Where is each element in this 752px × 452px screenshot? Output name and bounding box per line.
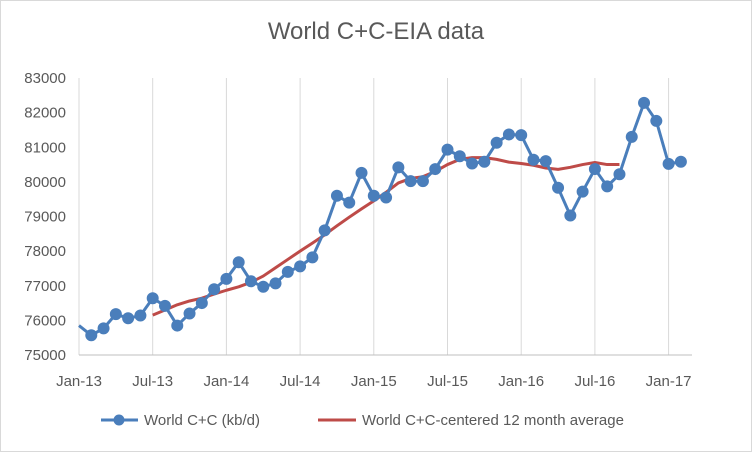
data-point	[257, 280, 270, 293]
data-point	[232, 256, 245, 269]
data-point	[294, 260, 307, 273]
y-tick-label: 82000	[24, 105, 66, 122]
y-tick-label: 80000	[24, 174, 66, 191]
data-point	[392, 161, 405, 174]
data-point	[380, 191, 393, 204]
data-point	[527, 153, 540, 166]
data-point	[306, 251, 319, 264]
y-tick-label: 81000	[24, 139, 66, 156]
data-point	[478, 155, 491, 168]
data-point	[134, 309, 147, 322]
data-point	[146, 292, 159, 305]
data-point	[625, 130, 638, 143]
data-point	[85, 329, 98, 342]
data-point	[613, 168, 626, 181]
x-tick-label: Jan-13	[56, 373, 102, 390]
data-point	[466, 157, 479, 170]
data-point	[109, 308, 122, 321]
series-line-world-cc	[78, 101, 682, 337]
data-point	[158, 299, 171, 312]
data-point	[183, 307, 196, 320]
data-point	[502, 128, 515, 141]
data-point	[441, 143, 454, 156]
data-point	[453, 150, 466, 163]
data-point	[601, 180, 614, 193]
data-point	[97, 322, 110, 335]
data-point	[171, 319, 184, 332]
data-point	[539, 155, 552, 168]
data-point	[638, 96, 651, 109]
data-point	[281, 265, 294, 278]
data-point	[122, 312, 135, 325]
data-point	[429, 163, 442, 176]
data-point	[318, 224, 331, 237]
y-tick-label: 78000	[24, 243, 66, 260]
data-point	[662, 157, 675, 170]
y-tick-label: 76000	[24, 312, 66, 329]
data-point	[355, 166, 368, 179]
x-tick-label: Jul-14	[280, 373, 321, 390]
data-point	[208, 283, 221, 296]
y-tick-label: 79000	[24, 209, 66, 226]
data-point	[552, 181, 565, 194]
data-point	[330, 189, 343, 202]
data-point	[343, 196, 356, 209]
data-point	[515, 129, 528, 142]
data-point	[244, 275, 257, 288]
x-tick-label: Jan-17	[646, 373, 692, 390]
series-line-average	[152, 156, 620, 317]
data-point	[195, 297, 208, 310]
x-tick-label: Jul-15	[427, 373, 468, 390]
data-point	[269, 277, 282, 290]
data-point	[416, 175, 429, 188]
data-point	[367, 189, 380, 202]
data-point	[220, 272, 233, 285]
legend-marker-world-cc	[113, 414, 125, 426]
x-tick-label: Jan-15	[351, 373, 397, 390]
data-point	[490, 136, 503, 149]
x-tick-label: Jan-14	[203, 373, 249, 390]
y-tick-label: 77000	[24, 278, 66, 295]
data-point	[650, 114, 663, 127]
chart-title: World C+C-EIA data	[267, 18, 485, 45]
x-tick-label: Jan-16	[498, 373, 544, 390]
data-point	[404, 175, 417, 188]
legend-label-average: World C+C-centered 12 month average	[362, 412, 624, 429]
legend-label-world-cc: World C+C (kb/d)	[144, 412, 260, 429]
data-point	[588, 163, 601, 176]
data-point	[576, 185, 589, 198]
data-point	[674, 155, 687, 168]
y-tick-label: 75000	[24, 347, 66, 364]
data-point	[564, 209, 577, 222]
x-tick-label: Jul-13	[132, 373, 173, 390]
x-tick-label: Jul-16	[574, 373, 615, 390]
y-tick-label: 83000	[24, 70, 66, 87]
